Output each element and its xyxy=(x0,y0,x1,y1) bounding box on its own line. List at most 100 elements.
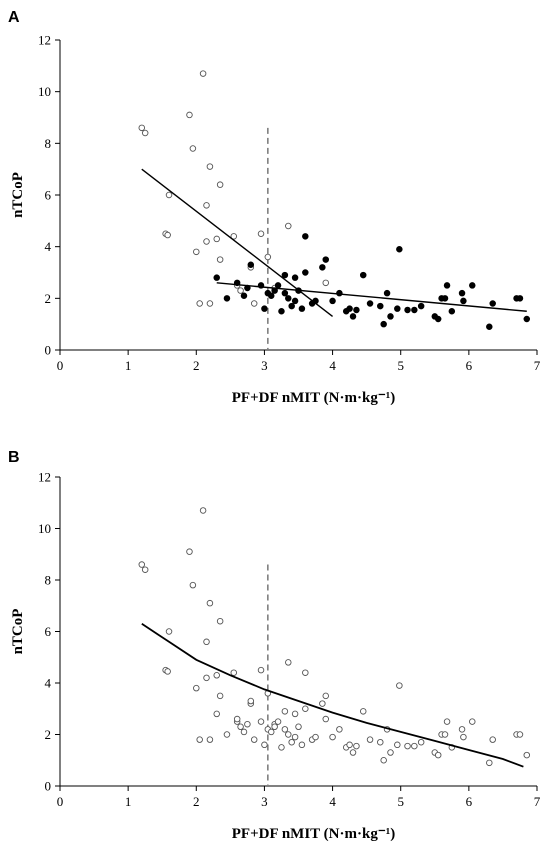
panel-b-open-point xyxy=(443,718,451,725)
panel-b-x-tick-label: 1 xyxy=(125,794,132,809)
panel-a-filled-point xyxy=(523,315,531,323)
panel-a-x-tick-label: 5 xyxy=(397,358,404,373)
panel-b-x-tick-label: 3 xyxy=(261,794,268,809)
panel-b-open-point xyxy=(404,742,411,750)
panel-b-open-point xyxy=(223,731,231,738)
panel-a-filled-point xyxy=(240,292,248,300)
panel-b-open-point xyxy=(250,736,258,743)
panel-a-filled-point xyxy=(434,315,442,323)
panel-a-filled-point xyxy=(285,295,292,302)
panel-a-filled-point xyxy=(383,289,391,297)
panel-b-open-point xyxy=(302,669,309,676)
panel-a-filled-point xyxy=(322,256,330,263)
panel-a-open-point xyxy=(203,202,210,209)
panel-a-open-point xyxy=(141,129,149,137)
panel-b-open-point xyxy=(458,726,466,733)
panel-a-y-axis-title: nTCoP xyxy=(10,172,26,218)
panel-b-open-point xyxy=(291,733,299,741)
panel-b-open-point xyxy=(199,507,207,514)
panel-b-y-tick-label: 4 xyxy=(45,676,52,691)
panel-a-filled-point xyxy=(359,271,367,279)
panel-a-filled-point xyxy=(213,274,220,281)
panel-a-filled-point xyxy=(288,302,295,310)
panel-b-open-point xyxy=(233,715,241,723)
panel-a-open-point xyxy=(257,230,265,237)
panel-a-open-point xyxy=(189,145,197,152)
panel-b-x-tick-label: 4 xyxy=(329,794,336,809)
panel-b-y-tick-label: 2 xyxy=(45,727,52,742)
panel-a-fit-line xyxy=(216,282,527,312)
panel-a-filled-point xyxy=(460,297,467,305)
panel-b-open-point xyxy=(396,682,403,689)
panel-b-x-tick-label: 5 xyxy=(397,794,404,809)
panel-b-open-point xyxy=(281,708,289,715)
panel-b-open-point xyxy=(346,741,353,749)
panel-a-filled-point xyxy=(366,300,374,307)
panel-a-x-tick-label: 6 xyxy=(466,358,473,373)
panel-a-filled-point xyxy=(353,306,360,314)
panel-a-filled-point xyxy=(377,302,384,310)
panel-a-filled-point xyxy=(278,308,285,315)
panel-b-open-point xyxy=(213,672,220,679)
panel-a-filled-point xyxy=(346,305,353,312)
panel-a-filled-point xyxy=(302,233,309,240)
panel-b-open-point xyxy=(230,669,238,676)
panel-b-open-point xyxy=(285,659,292,666)
panel-a-filled-point xyxy=(274,282,282,289)
panel-b-open-point xyxy=(322,692,330,700)
panel-b-open-point xyxy=(434,751,442,759)
panel-a-x-axis-title: PF+DF nMIT (N·m·kg⁻¹) xyxy=(232,390,395,406)
panel-a-filled-point xyxy=(411,306,418,314)
panel-b-y-tick-label: 10 xyxy=(38,521,51,536)
panel-b-open-point xyxy=(216,617,224,625)
panel-b-open-point xyxy=(206,736,214,743)
panel-a-filled-point xyxy=(443,282,451,289)
panel-a-filled-point xyxy=(489,300,496,307)
panel-a-filled-point xyxy=(394,305,401,312)
panel-b-open-point xyxy=(394,741,401,749)
panel-a-filled-point xyxy=(319,264,326,271)
panel-a-filled-point xyxy=(281,271,289,279)
panel-b-open-point xyxy=(298,741,306,749)
panel-b-open-point xyxy=(206,599,214,607)
panel-b-open-point xyxy=(257,718,265,725)
panel-b-open-point xyxy=(312,733,319,741)
panel-a-filled-point xyxy=(417,302,425,310)
panel-b-open-point xyxy=(267,728,275,736)
panel-a-filled-point xyxy=(247,261,255,269)
panel-a-filled-point xyxy=(223,295,231,302)
panel-a-y-tick-label: 0 xyxy=(45,343,52,358)
panel-a-open-point xyxy=(203,238,210,245)
panel-b-open-point xyxy=(469,718,476,725)
panel-b-open-point xyxy=(196,736,203,743)
panel-a-x-tick-label: 4 xyxy=(329,358,336,373)
panel-a-open-point xyxy=(164,231,171,239)
panel-b-open-point xyxy=(141,566,149,573)
panel-a-filled-point xyxy=(329,297,336,305)
panel-a-fit-line xyxy=(141,168,333,317)
panel-b-open-point xyxy=(417,738,425,746)
panel-b-open-point xyxy=(411,742,418,750)
panel-a-filled-point xyxy=(516,295,524,302)
panel-b-open-point xyxy=(353,742,360,750)
panel-a-open-point xyxy=(186,111,193,119)
panel-b-open-point xyxy=(523,751,531,759)
panel-b-x-tick-label: 6 xyxy=(466,794,473,809)
panel-a-filled-point xyxy=(396,245,403,253)
panel-a-open-point xyxy=(206,300,214,307)
panel-b-open-point xyxy=(486,759,493,767)
panel-letter-a: A xyxy=(8,9,20,26)
panel-b-open-point xyxy=(281,726,289,733)
panel-b-open-point xyxy=(240,728,248,736)
panel-a-y-tick-label: 8 xyxy=(45,136,52,151)
panel-b-open-point xyxy=(138,561,146,568)
panel-a-y-tick-label: 2 xyxy=(45,291,52,306)
panel-b-open-point xyxy=(319,700,326,707)
panel-b-y-axis-title: nTCoP xyxy=(10,609,26,655)
panel-b-open-point xyxy=(359,708,367,715)
panel-b-open-point xyxy=(380,757,387,764)
panel-b-open-point xyxy=(213,710,220,718)
panel-a-x-tick-label: 3 xyxy=(261,358,268,373)
